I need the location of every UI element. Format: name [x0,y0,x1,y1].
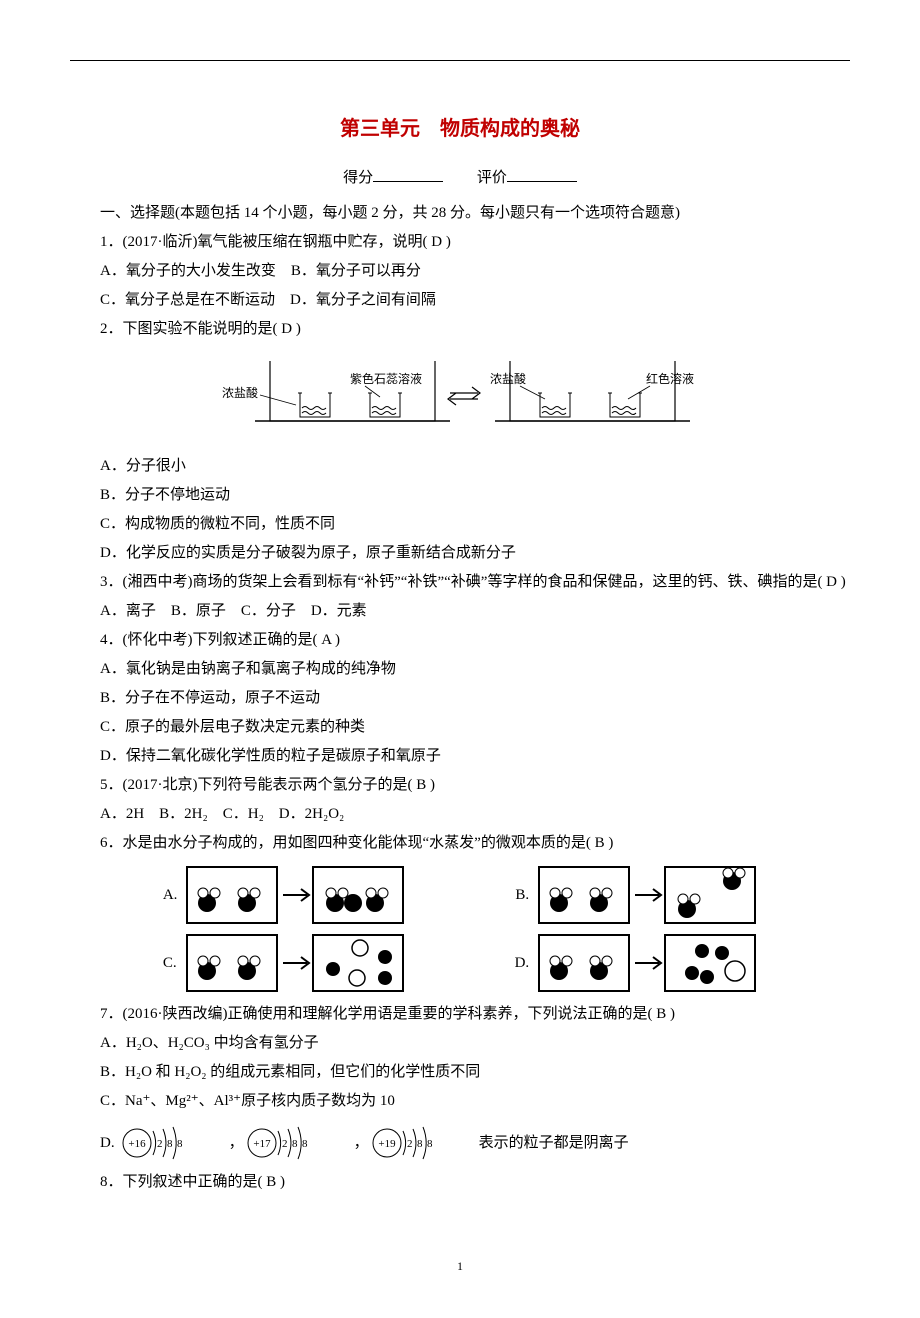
svg-text:+19: +19 [378,1138,396,1150]
score-blank [373,167,443,182]
svg-text:+16: +16 [128,1138,146,1150]
q6-cell-b: B. [515,865,757,925]
q4-opt-d: D．保持二氧化碳化学性质的粒子是碳原子和氧原子 [70,743,850,770]
q8-stem: 8．下列叙述中正确的是( B ) [70,1169,850,1196]
q3-opts: A．离子 B．原子 C．分子 D．元素 [70,598,850,625]
q2-label-3: 浓盐酸 [490,371,526,386]
q7-stem: 7．(2016·陕西改编)正确使用和理解化学用语是重要的学科素养，下列说法正确的… [70,1001,850,1028]
q6-row-2: C. D. [70,933,850,993]
q7-d-label: D. [70,1130,115,1157]
q6-stem: 6．水是由水分子构成的，用如图四种变化能体现“水蒸发”的微观本质的是( B ) [70,830,850,857]
q2-diagram: 浓盐酸 紫色石蕊溶液 浓盐酸 红色溶液 [70,353,850,443]
q6-cell-d: D. [515,933,758,993]
q7-opt-d: D. +16 2 8 8 ， +17 2 8 8 ， +19 2 8 8 表示的… [70,1119,850,1167]
q7-d-tail: 表示的粒子都是阴离子 [449,1130,629,1157]
q1-opt-ab: A．氧分子的大小发生改变 B．氧分子可以再分 [70,258,850,285]
q3-stem: 3．(湘西中考)商场的货架上会看到标有“补钙”“补铁”“补碘”等字样的食品和保健… [70,569,850,596]
q2-opt-a: A．分子很小 [70,453,850,480]
q6-row-1: A. B. [70,865,850,925]
q6-label-a: A. [163,882,178,909]
score-label: 得分 [343,170,373,186]
q6-cell-a: A. [163,865,406,925]
q1-stem: 1．(2017·临沂)氧气能被压缩在钢瓶中贮存，说明( D ) [70,229,850,256]
q2-opt-d: D．化学反应的实质是分子破裂为原子，原子重新结合成新分子 [70,540,850,567]
svg-text:8: 8 [427,1138,433,1150]
q6-svg-b [537,865,757,925]
q6-label-b: B. [515,882,529,909]
svg-text:2: 2 [282,1138,288,1150]
q7-opt-b: B．H₂O 和 H₂O₂ 的组成元素相同，但它们的化学性质不同 [70,1059,850,1086]
q6-svg-c [185,933,405,993]
page-number: 1 [70,1256,850,1278]
eval-label: 评价 [477,170,507,186]
unit-title: 第三单元 物质构成的奥秘 [70,111,850,147]
atom-sep-2: ， [324,1130,369,1157]
q4-opt-c: C．原子的最外层电子数决定元素的种类 [70,714,850,741]
q2-label-2: 紫色石蕊溶液 [350,371,422,386]
svg-text:8: 8 [177,1138,183,1150]
svg-text:2: 2 [157,1138,163,1150]
section-1-heading: 一、选择题(本题包括 14 个小题，每小题 2 分，共 28 分。每小题只有一个… [70,200,850,227]
q2-label-1: 浓盐酸 [222,385,258,400]
q2-label-4: 红色溶液 [646,371,694,386]
svg-text:8: 8 [292,1138,298,1150]
header-rule [70,60,850,61]
q6-svg-d [537,933,757,993]
q1-opt-cd: C．氧分子总是在不断运动 D．氧分子之间有间隔 [70,287,850,314]
q6-cell-c: C. [163,933,405,993]
svg-text:8: 8 [417,1138,423,1150]
q6-label-c: C. [163,950,177,977]
q6-label-d: D. [515,950,530,977]
score-line: 得分 评价 [70,165,850,192]
q2-opt-b: B．分子不停地运动 [70,482,850,509]
q5-stem: 5．(2017·北京)下列符号能表示两个氢分子的是( B ) [70,772,850,799]
q6-svg-a [185,865,405,925]
q5-opts: A．2H B．2H₂ C．H₂ D．2H₂O₂ [70,801,850,828]
eval-blank [507,167,577,182]
q2-opt-c: C．构成物质的微粒不同，性质不同 [70,511,850,538]
q7-opt-a: A．H₂O、H₂CO₃ 中均含有氢分子 [70,1030,850,1057]
q4-stem: 4．(怀化中考)下列叙述正确的是( A ) [70,627,850,654]
atom-sep-1: ， [199,1130,244,1157]
svg-text:2: 2 [407,1138,413,1150]
atom-diagram-1: +16 2 8 8 [119,1119,199,1167]
svg-text:8: 8 [302,1138,308,1150]
svg-text:+17: +17 [253,1138,271,1150]
atom-diagram-2: +17 2 8 8 [244,1119,324,1167]
q4-opt-b: B．分子在不停运动，原子不运动 [70,685,850,712]
q4-opt-a: A．氯化钠是由钠离子和氯离子构成的纯净物 [70,656,850,683]
q7-opt-c: C．Na⁺、Mg²⁺、Al³⁺原子核内质子数均为 10 [70,1088,850,1115]
atom-diagram-3: +19 2 8 8 [369,1119,449,1167]
svg-text:8: 8 [167,1138,173,1150]
q2-stem: 2．下图实验不能说明的是( D ) [70,316,850,343]
